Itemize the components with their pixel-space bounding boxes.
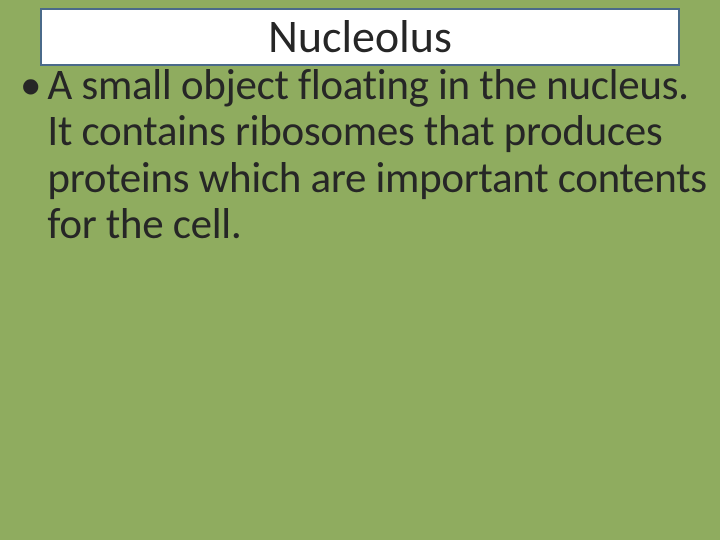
bullet-marker: • [18, 62, 47, 108]
body-area: • A small object floating in the nucleus… [18, 62, 708, 248]
slide-title: Nucleolus [268, 14, 452, 60]
slide: Nucleolus • A small object floating in t… [0, 0, 720, 540]
bullet-text: A small object floating in the nucleus. … [47, 62, 708, 248]
bullet-item: • A small object floating in the nucleus… [18, 62, 708, 248]
